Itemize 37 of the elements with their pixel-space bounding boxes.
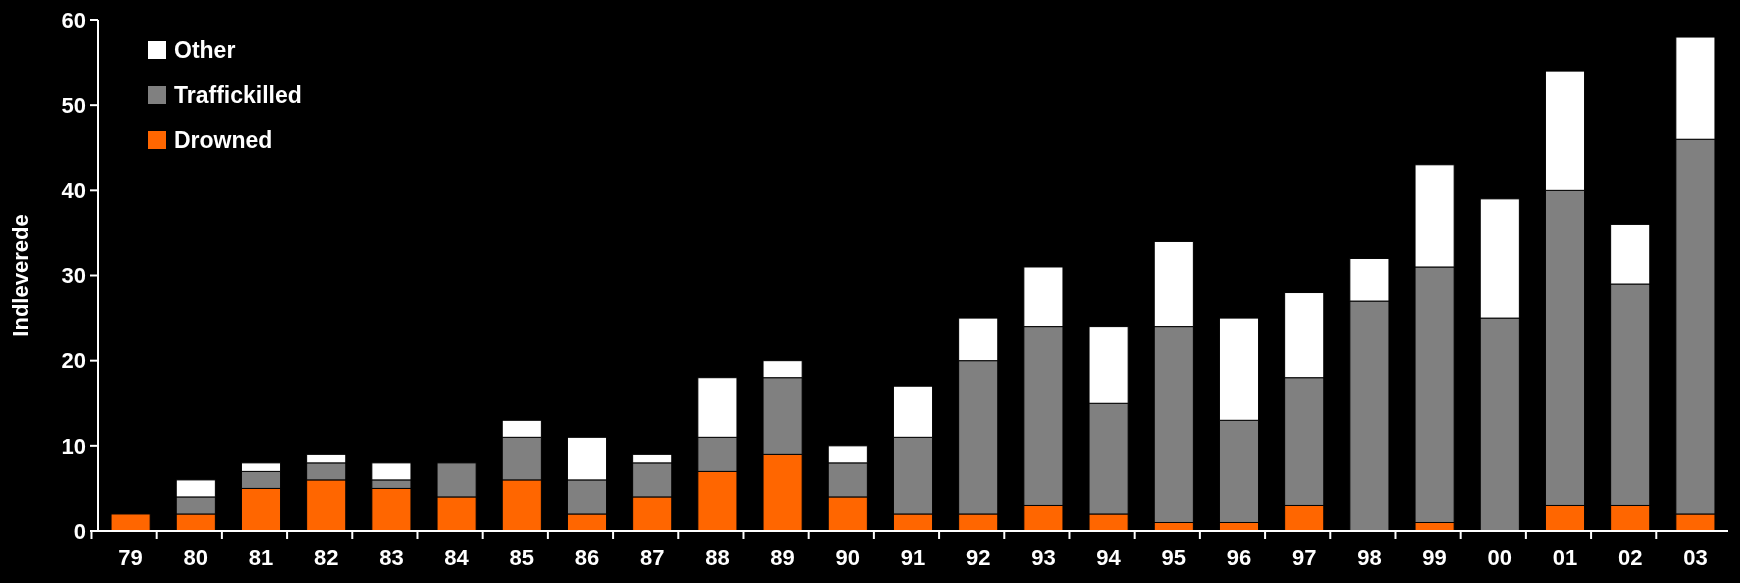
x-tick-label: 79: [118, 545, 143, 570]
x-tick-label: 92: [965, 545, 991, 570]
legend-label: Traffickilled: [174, 82, 302, 109]
legend-label: Other: [174, 37, 236, 64]
x-tick-label: 95: [1161, 545, 1187, 570]
y-tick-label: 0: [73, 518, 86, 544]
x-tick-label: 85: [509, 545, 535, 570]
x-tick-label: 99: [1422, 545, 1447, 570]
y-tick-label: 20: [61, 348, 86, 374]
y-tick-label: 30: [61, 263, 86, 289]
y-tick-label: 50: [61, 92, 86, 118]
x-tick-label: 89: [770, 545, 795, 570]
x-tick-label: 80: [183, 545, 209, 570]
y-tick-label: 40: [61, 178, 86, 204]
x-tick-label: 81: [248, 545, 274, 570]
x-tick-label: 93: [1031, 545, 1056, 570]
x-tick-label: 97: [1291, 545, 1317, 570]
x-tick-label: 03: [1683, 545, 1708, 570]
x-tick-label: 88: [705, 545, 730, 570]
x-tick-label: 90: [835, 545, 861, 570]
x-tick-label: 01: [1552, 545, 1578, 570]
x-tick-label: 96: [1226, 545, 1252, 570]
y-tick-label: 10: [61, 433, 86, 459]
x-tick-label: 98: [1357, 545, 1382, 570]
x-tick-label: 82: [313, 545, 339, 570]
legend-label: Drowned: [174, 127, 273, 154]
y-axis-title: Indleverede: [8, 214, 33, 337]
x-tick-label: 84: [444, 545, 470, 570]
x-tick-label: 83: [379, 545, 404, 570]
x-tick-label: 91: [900, 545, 926, 570]
bar: [110, 513, 151, 532]
x-tick-label: 00: [1487, 545, 1513, 570]
x-tick-label: 87: [639, 545, 665, 570]
x-tick-label: 02: [1617, 545, 1643, 570]
x-tick-label: 94: [1096, 545, 1122, 570]
x-tick-label: 86: [574, 545, 600, 570]
y-tick-label: 60: [61, 7, 86, 33]
